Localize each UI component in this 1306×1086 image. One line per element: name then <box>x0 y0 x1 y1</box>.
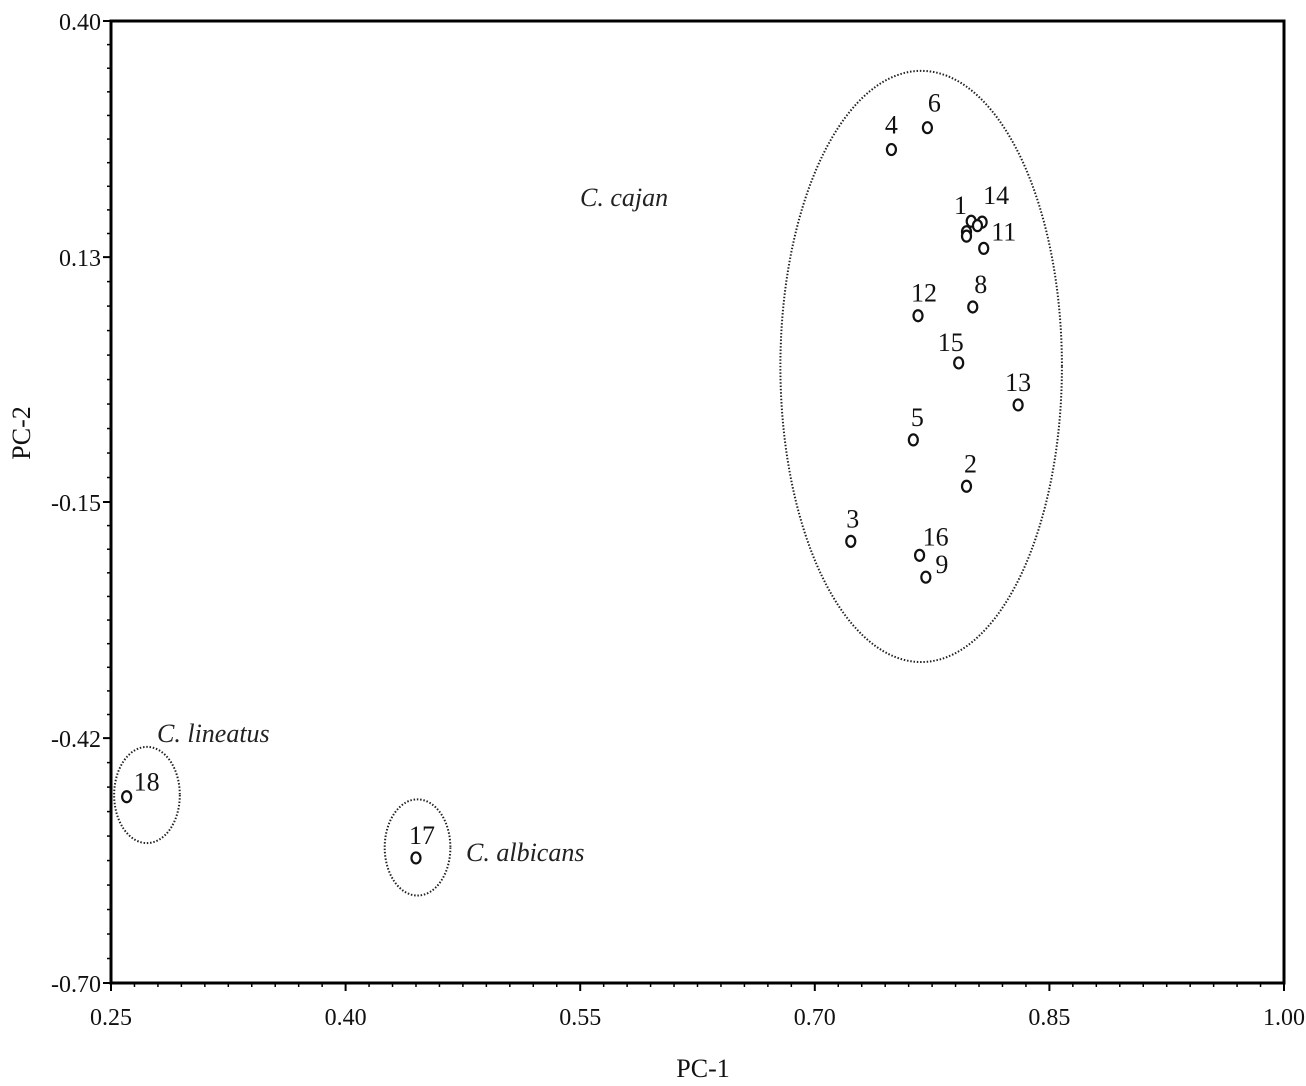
group-label: C. albicans <box>466 838 584 867</box>
data-point-label: 18 <box>134 768 160 797</box>
x-tick-label: 0.70 <box>794 1005 836 1031</box>
y-tick-label: 0.13 <box>59 246 101 272</box>
data-point-label: 3 <box>846 504 859 533</box>
data-point-marker <box>960 479 973 493</box>
data-point-marker <box>1012 398 1024 412</box>
data-point-marker <box>967 300 979 314</box>
data-point-label: 9 <box>935 550 948 579</box>
data-point-label: 8 <box>974 270 987 299</box>
data-point-label: 14 <box>983 181 1009 210</box>
y-axis: 0.40 0.13 -0.15 -0.42 -0.70 <box>51 10 111 998</box>
data-point-marker <box>907 433 919 447</box>
data-point-label: 17 <box>409 821 435 850</box>
data-point-marker <box>121 790 133 804</box>
group-ellipse <box>383 798 452 897</box>
y-tick-label: -0.42 <box>51 727 101 753</box>
data-point-label: 5 <box>911 403 924 432</box>
x-axis: 0.25 0.40 0.55 0.70 0.85 1.00 <box>90 983 1305 1031</box>
data-point-marker <box>921 121 934 135</box>
group-ellipse <box>779 69 1063 664</box>
data-points: 4 6 1 14 11 12 8 15 13 5 2 3 169 18 17 <box>121 89 1031 865</box>
group-ellipse <box>113 745 181 845</box>
data-point-label: 13 <box>1005 368 1031 397</box>
x-tick-label: 0.25 <box>90 1005 132 1031</box>
plot-frame <box>109 19 1286 985</box>
y-tick-label: 0.40 <box>59 10 101 36</box>
plot-area-border <box>109 19 1286 985</box>
x-tick-label: 0.55 <box>559 1005 601 1031</box>
data-point-label: 15 <box>938 328 964 357</box>
data-point-label: 2 <box>964 449 977 478</box>
data-point-marker <box>845 534 857 548</box>
y-tick-label: -0.15 <box>51 491 101 517</box>
x-tick-label: 0.85 <box>1028 1005 1070 1031</box>
data-point-marker <box>912 309 924 323</box>
group-label: C. cajan <box>580 183 668 212</box>
x-tick-label: 1.00 <box>1263 1005 1305 1031</box>
data-point-marker <box>885 142 898 157</box>
data-point-marker <box>953 356 965 370</box>
data-point-marker <box>971 219 984 233</box>
group-label: C. lineatus <box>157 719 270 748</box>
data-point-marker <box>410 851 422 865</box>
data-point-marker <box>913 548 926 562</box>
y-axis-title: PC-2 <box>7 406 36 459</box>
data-point-label: 12 <box>911 279 937 308</box>
group-ellipses: C. cajan C. lineatus C. albicans <box>113 69 1063 897</box>
x-tick-label: 0.40 <box>325 1005 367 1031</box>
data-point-marker <box>960 229 973 243</box>
data-point-label: 16 <box>923 522 949 551</box>
data-point-marker <box>978 241 990 255</box>
data-point-label: 1 <box>954 191 967 220</box>
data-point-label: 11 <box>991 217 1016 246</box>
data-point-label: 4 <box>885 111 898 140</box>
data-point-label: 6 <box>928 89 941 118</box>
x-axis-title: PC-1 <box>676 1054 729 1083</box>
data-point-marker <box>920 570 932 584</box>
y-tick-label: -0.70 <box>51 972 101 998</box>
